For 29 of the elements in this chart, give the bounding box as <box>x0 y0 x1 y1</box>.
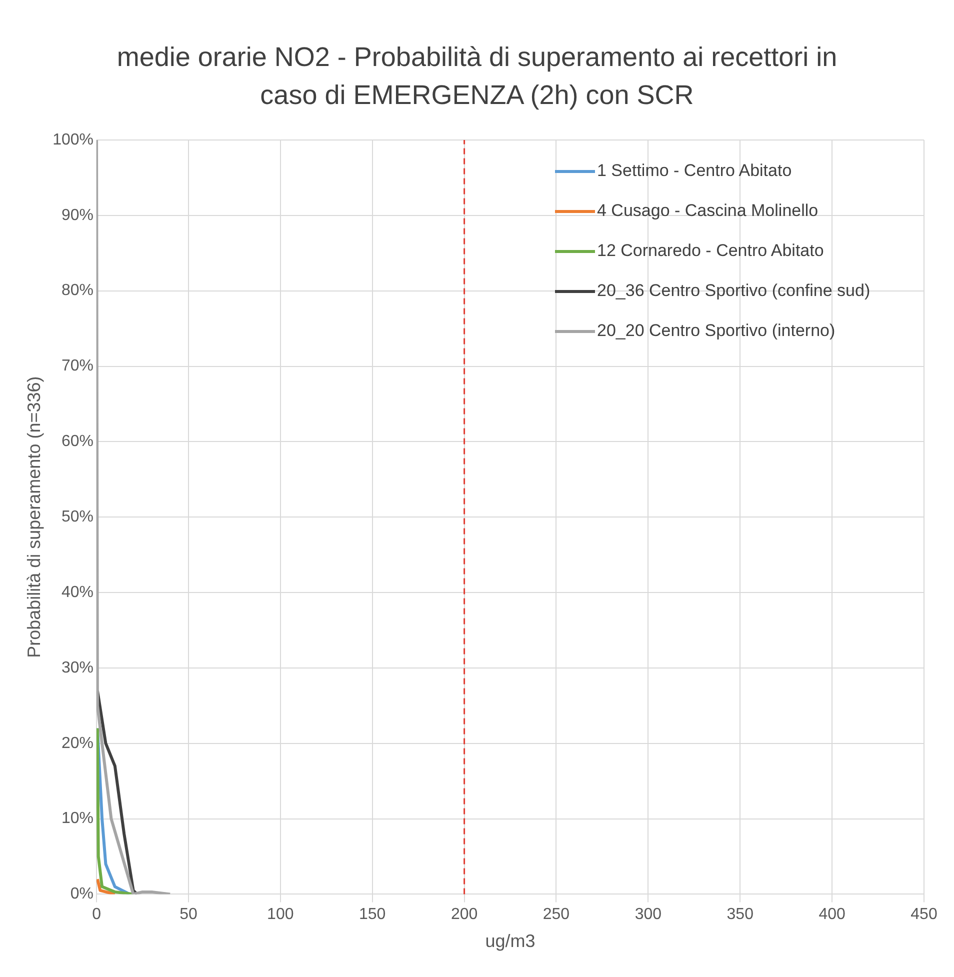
y-tick-label: 80% <box>61 282 94 300</box>
x-tick-label: 450 <box>910 906 938 924</box>
y-tick-label: 20% <box>61 734 94 752</box>
x-tick-label: 150 <box>358 906 386 924</box>
legend-label: 4 Cusago - Cascina Molinello <box>597 200 818 222</box>
y-tick-label: 40% <box>61 584 94 601</box>
chart-title: medie orarie NO2 - Probabilità di superamento ai recettori in caso di EMERGENZA (2h) con SCR <box>116 41 838 112</box>
y-tick-label: 60% <box>61 433 94 450</box>
y-tick-label: 0% <box>70 886 94 903</box>
x-tick-label: 100 <box>267 906 294 924</box>
y-tick-label: 90% <box>61 206 94 224</box>
x-tick-label: 250 <box>542 906 570 924</box>
legend-label: 20_20 Centro Sportivo (interno) <box>597 320 836 342</box>
x-tick-label: 0 <box>92 906 102 924</box>
legend-label: 12 Cornaredo - Centro Abitato <box>597 240 824 262</box>
y-tick-label: 30% <box>61 659 94 676</box>
x-tick-label: 50 <box>180 906 198 924</box>
legend-label: 20_36 Centro Sportivo (confine sud) <box>597 280 870 302</box>
y-tick-label: 10% <box>61 810 94 828</box>
y-tick-label: 50% <box>61 508 94 526</box>
x-tick-label: 350 <box>726 906 754 924</box>
y-tick-label: 100% <box>52 131 94 148</box>
x-axis-title: ug/m3 <box>485 931 536 952</box>
x-tick-label: 400 <box>818 906 846 924</box>
legend-label: 1 Settimo - Centro Abitato <box>597 160 792 182</box>
y-axis-title: Probabilità di superamento (n=336) <box>24 376 44 658</box>
x-tick-label: 200 <box>450 906 478 924</box>
x-tick-label: 300 <box>634 906 662 924</box>
y-tick-label: 70% <box>61 358 94 375</box>
